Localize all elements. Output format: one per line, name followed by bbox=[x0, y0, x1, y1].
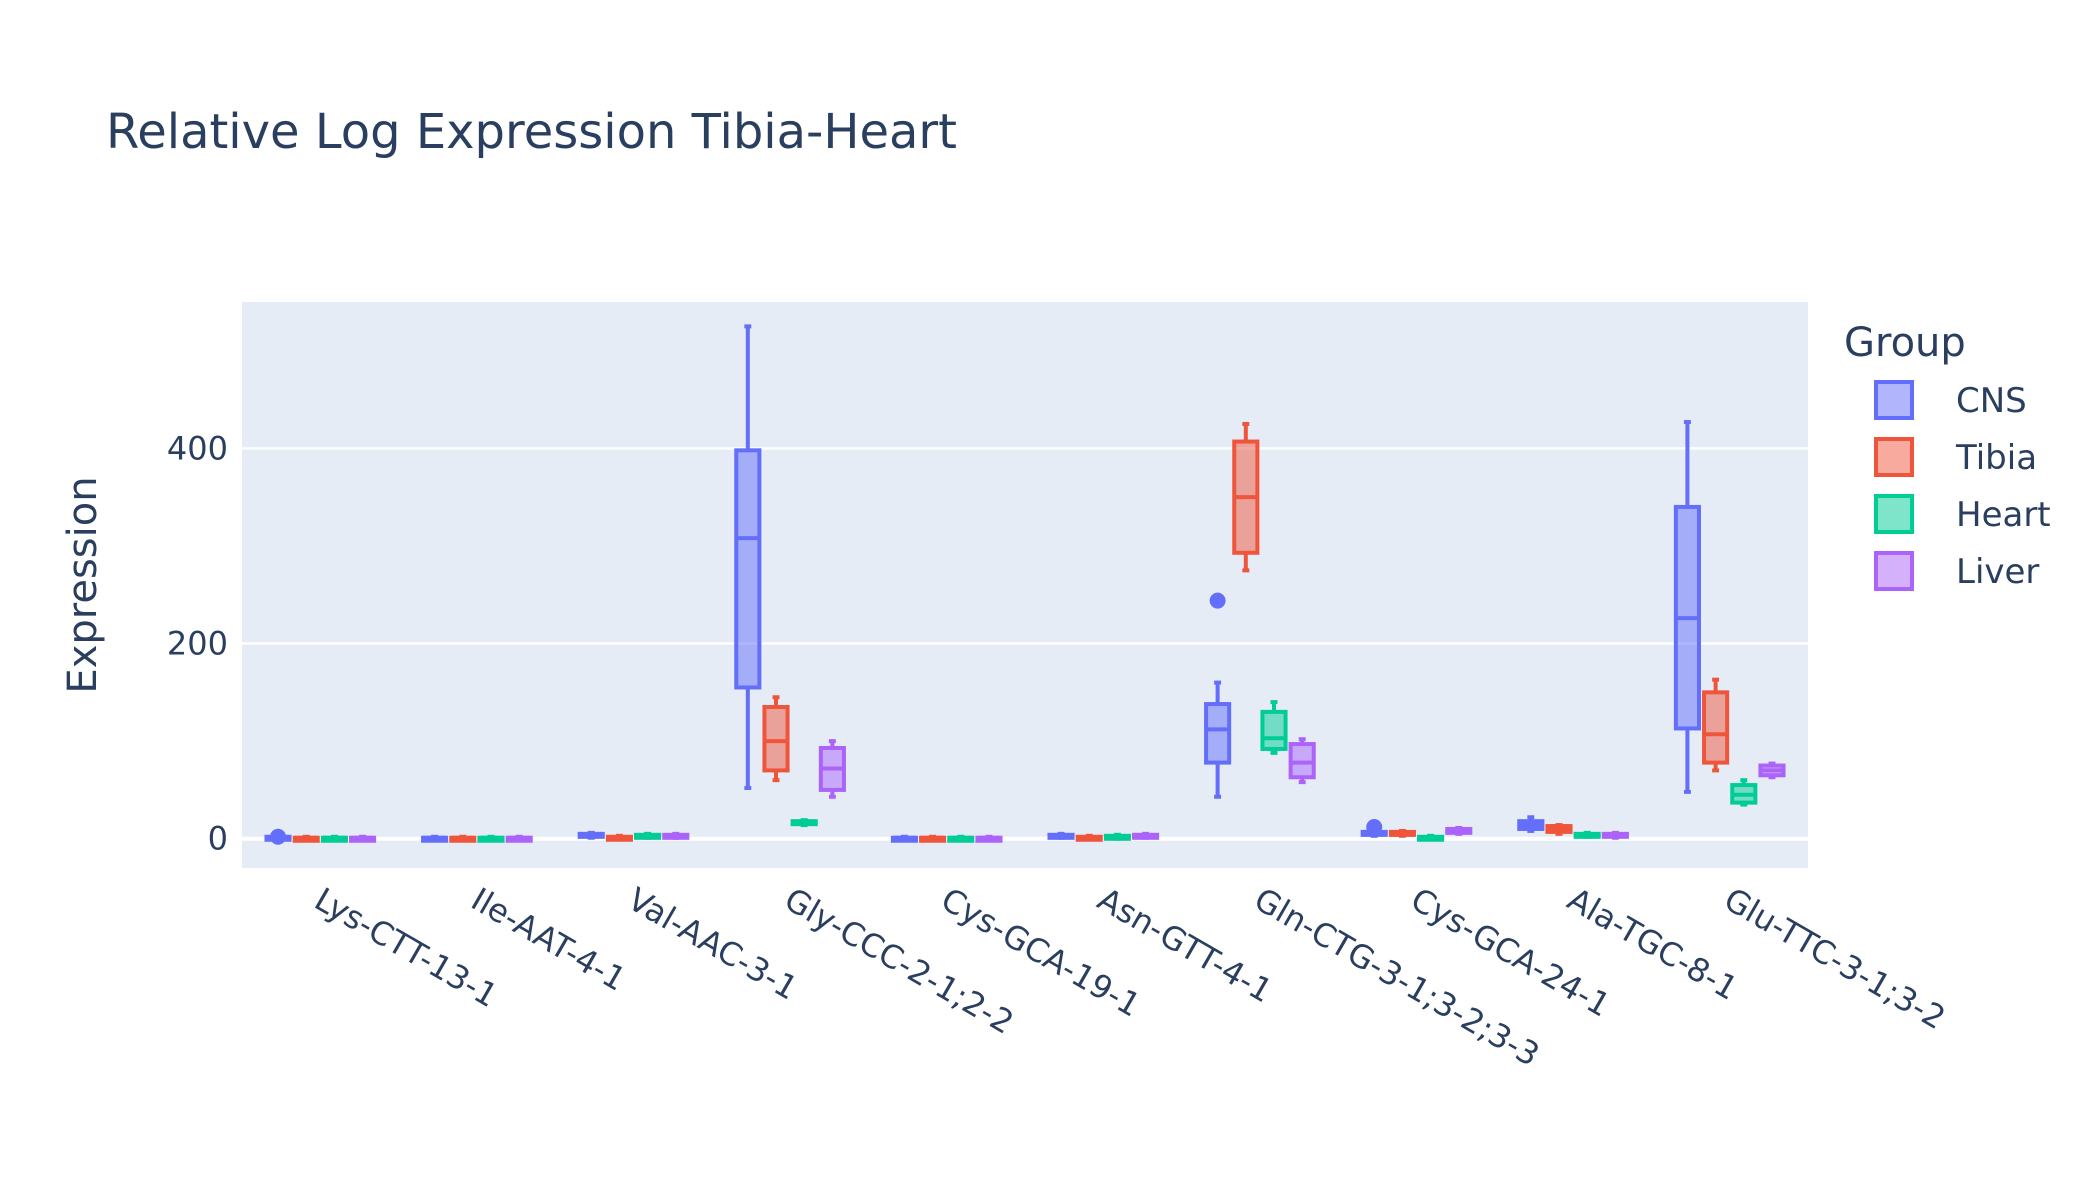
x-tick-label: Glu-TTC-3-1;3-2 bbox=[1718, 880, 1952, 1037]
box-tibia bbox=[762, 695, 790, 783]
legend-item-heart: Heart bbox=[1874, 494, 2051, 535]
box-liver bbox=[1445, 825, 1473, 836]
box-cns bbox=[1673, 420, 1701, 794]
box-tibia bbox=[1232, 421, 1260, 573]
box-tibia bbox=[449, 834, 477, 843]
box-tibia bbox=[292, 834, 320, 843]
box-cns bbox=[734, 324, 762, 790]
y-tick-label: 400 bbox=[167, 429, 228, 467]
box-tibia bbox=[919, 834, 947, 843]
box-heart bbox=[1573, 830, 1601, 839]
x-tick-label: Val-AAC-3-1 bbox=[622, 880, 805, 1007]
y-tick-label: 0 bbox=[208, 820, 228, 858]
box-heart bbox=[1730, 778, 1758, 807]
box-cns bbox=[1047, 831, 1075, 840]
y-tick-label: 200 bbox=[167, 625, 228, 663]
box-heart bbox=[1103, 832, 1131, 841]
box-heart bbox=[634, 831, 662, 840]
box-tibia bbox=[1075, 833, 1103, 842]
legend-swatch bbox=[1874, 494, 1914, 534]
legend: Group CNS Tibia Heart Liver bbox=[1844, 320, 2051, 592]
box-iqr bbox=[734, 448, 762, 690]
legend-swatch bbox=[1874, 380, 1914, 420]
box-cns bbox=[1360, 819, 1388, 838]
legend-title: Group bbox=[1844, 320, 1966, 366]
box-cns bbox=[421, 834, 449, 843]
x-axis-ticks: Lys-CTT-13-1Ile-AAT-4-1Val-AAC-3-1Gly-CC… bbox=[308, 880, 1952, 1074]
box-liver bbox=[662, 831, 690, 840]
box-heart bbox=[1260, 700, 1288, 755]
box-liver bbox=[975, 834, 1003, 843]
box-cns bbox=[264, 828, 292, 845]
box-liver bbox=[1758, 761, 1786, 780]
box-heart bbox=[790, 818, 818, 828]
box-heart bbox=[477, 834, 505, 843]
box-tibia bbox=[605, 833, 633, 842]
box-heart bbox=[1417, 833, 1445, 842]
legend-swatch bbox=[1874, 437, 1914, 477]
box-tibia bbox=[1388, 828, 1416, 838]
box-liver bbox=[818, 739, 846, 799]
legend-item-cns: CNS bbox=[1874, 380, 2027, 421]
legend-label: Heart bbox=[1956, 495, 2051, 535]
outlier-point bbox=[1366, 819, 1383, 836]
legend-label: CNS bbox=[1956, 381, 2027, 421]
box-cns bbox=[577, 830, 605, 840]
plot-area bbox=[242, 302, 1808, 868]
legend-item-tibia: Tibia bbox=[1874, 437, 2037, 478]
box-iqr bbox=[762, 704, 790, 773]
y-axis-title: Expression bbox=[60, 476, 106, 693]
legend-item-liver: Liver bbox=[1874, 551, 2039, 592]
box-liver bbox=[505, 834, 533, 843]
legend-label: Tibia bbox=[1955, 438, 2037, 478]
y-axis-ticks: 0 200 400 bbox=[167, 429, 228, 857]
outlier-point bbox=[1209, 592, 1226, 609]
legend-label: Liver bbox=[1956, 552, 2039, 592]
box-heart bbox=[320, 834, 348, 843]
box-tibia bbox=[1545, 823, 1573, 836]
legend-swatch bbox=[1874, 551, 1914, 591]
box-liver bbox=[349, 834, 377, 843]
box-cns bbox=[1204, 592, 1232, 799]
box-series bbox=[264, 324, 1786, 845]
box-iqr bbox=[1702, 690, 1730, 765]
x-tick-label: Gln-CTG-3-1;3-2;3-3 bbox=[1248, 880, 1546, 1074]
box-iqr bbox=[1204, 702, 1232, 765]
box-liver bbox=[1601, 830, 1629, 840]
box-tibia bbox=[1702, 677, 1730, 773]
box-liver bbox=[1132, 831, 1160, 840]
box-cns bbox=[1517, 815, 1545, 833]
box-liver bbox=[1288, 737, 1316, 785]
box-heart bbox=[947, 834, 975, 843]
chart-title: Relative Log Expression Tibia-Heart bbox=[106, 104, 957, 160]
outlier-point bbox=[270, 828, 287, 845]
box-iqr bbox=[1260, 709, 1288, 751]
box-cns bbox=[890, 834, 918, 843]
